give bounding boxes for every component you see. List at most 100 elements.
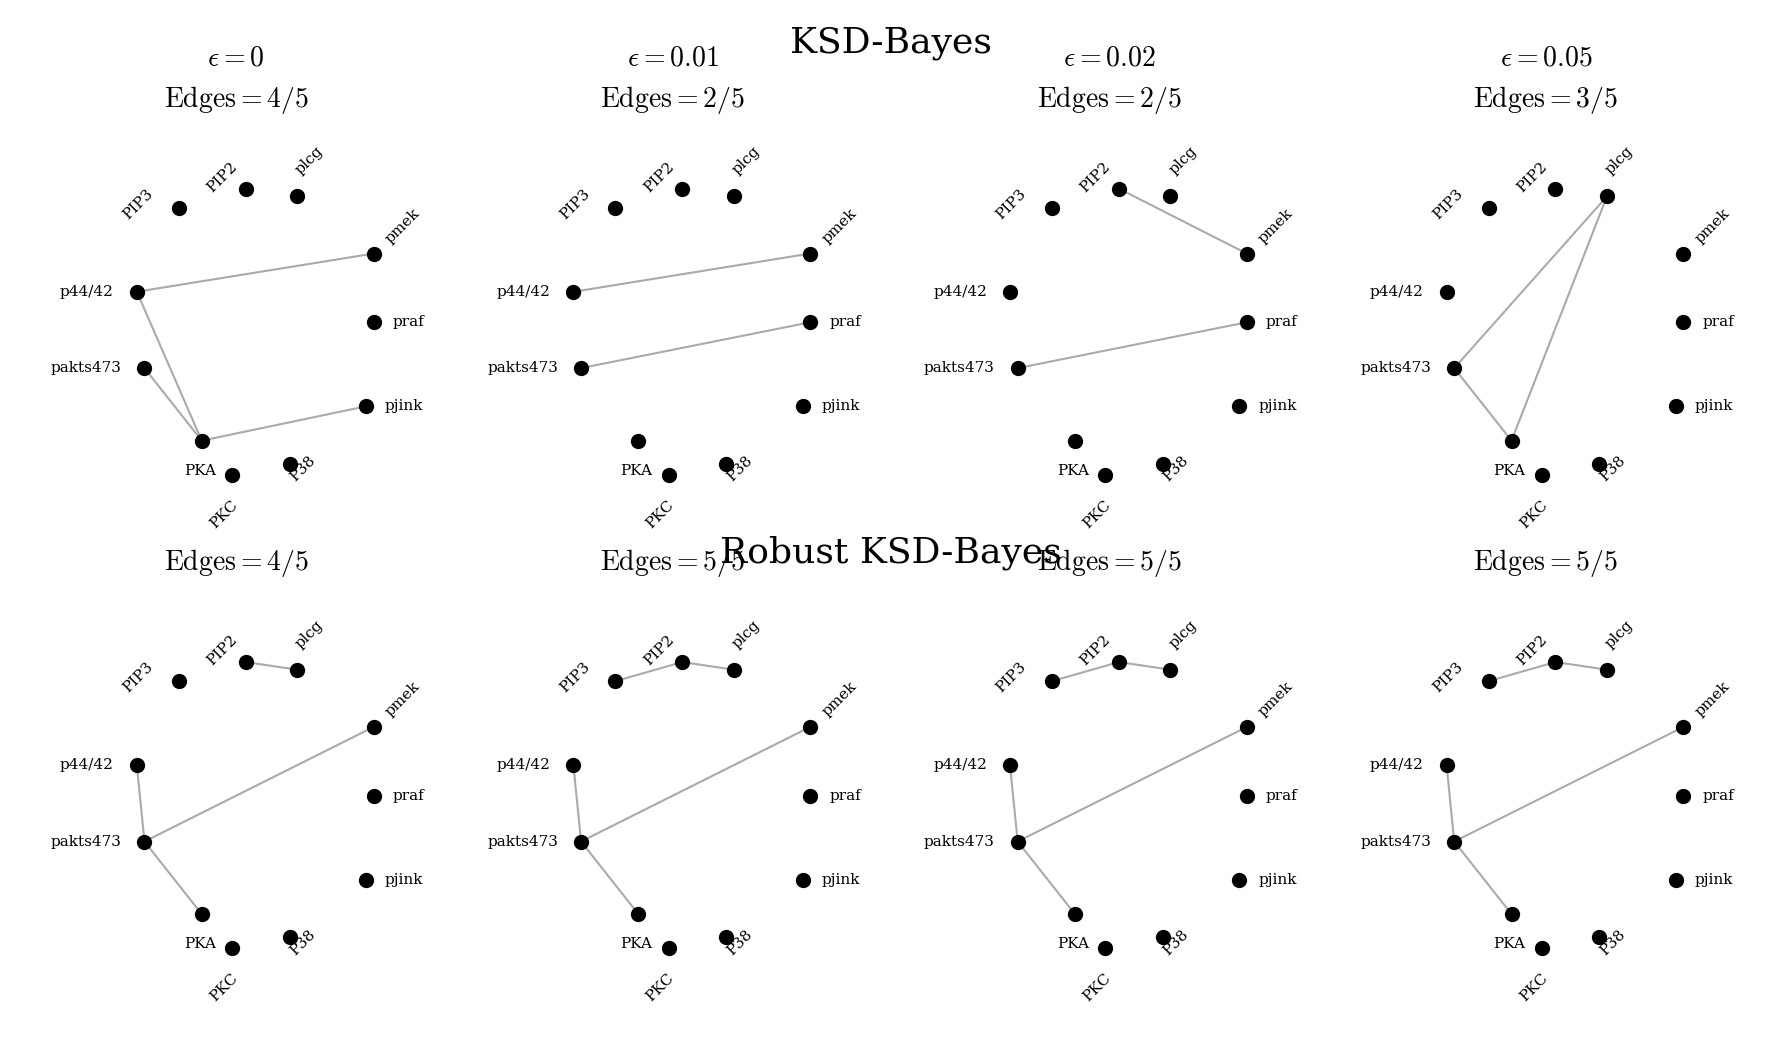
- Text: pjink: pjink: [1258, 400, 1297, 413]
- Text: $\epsilon = 0$: $\epsilon = 0$: [207, 44, 266, 72]
- Text: p44/42: p44/42: [497, 285, 551, 299]
- Text: PKA: PKA: [1057, 937, 1089, 951]
- Text: pjink: pjink: [1695, 873, 1734, 887]
- Text: praf: praf: [1265, 316, 1297, 329]
- Text: p44/42: p44/42: [934, 285, 987, 299]
- Text: pakts473: pakts473: [50, 361, 121, 376]
- Text: plcg: plcg: [1602, 618, 1636, 650]
- Text: PKC: PKC: [207, 498, 241, 531]
- Text: plcg: plcg: [729, 618, 763, 650]
- Text: pmek: pmek: [820, 206, 859, 246]
- Text: plcg: plcg: [292, 144, 326, 177]
- Text: $\mathrm{Edges} = 5/5$: $\mathrm{Edges} = 5/5$: [1037, 547, 1181, 579]
- Text: $\epsilon = 0.01$: $\epsilon = 0.01$: [627, 44, 718, 72]
- Text: PKC: PKC: [207, 971, 241, 1005]
- Text: pjink: pjink: [822, 873, 861, 887]
- Text: P38: P38: [1597, 927, 1627, 958]
- Text: $\mathrm{Edges} = 5/5$: $\mathrm{Edges} = 5/5$: [1474, 547, 1618, 579]
- Text: praf: praf: [1702, 789, 1734, 803]
- Text: $\mathrm{Edges} = 4/5$: $\mathrm{Edges} = 4/5$: [164, 547, 308, 579]
- Text: PKA: PKA: [620, 464, 652, 478]
- Text: P38: P38: [1160, 453, 1190, 485]
- Text: pmek: pmek: [1256, 206, 1296, 246]
- Text: P38: P38: [287, 453, 317, 485]
- Text: pjink: pjink: [385, 400, 424, 413]
- Text: p44/42: p44/42: [61, 758, 114, 772]
- Text: PIP2: PIP2: [205, 633, 241, 669]
- Text: $\epsilon = 0.05$: $\epsilon = 0.05$: [1500, 44, 1591, 72]
- Text: p44/42: p44/42: [1370, 758, 1424, 772]
- Text: P38: P38: [723, 927, 754, 958]
- Text: PIP3: PIP3: [1431, 660, 1465, 695]
- Text: pmek: pmek: [383, 680, 422, 720]
- Text: pjink: pjink: [822, 400, 861, 413]
- Text: PKC: PKC: [1080, 498, 1114, 531]
- Text: plcg: plcg: [729, 144, 763, 177]
- Text: PKA: PKA: [620, 937, 652, 951]
- Text: P38: P38: [1597, 453, 1627, 485]
- Text: P38: P38: [1160, 927, 1190, 958]
- Text: pakts473: pakts473: [1360, 834, 1431, 849]
- Text: pjink: pjink: [1258, 873, 1297, 887]
- Text: PKA: PKA: [184, 464, 216, 478]
- Text: PIP2: PIP2: [205, 160, 241, 196]
- Text: PIP3: PIP3: [994, 660, 1030, 695]
- Text: PKC: PKC: [643, 971, 677, 1005]
- Text: pakts473: pakts473: [50, 834, 121, 849]
- Text: PKC: PKC: [1080, 971, 1114, 1005]
- Text: PIP2: PIP2: [642, 633, 677, 669]
- Text: KSD-Bayes: KSD-Bayes: [789, 26, 993, 60]
- Text: plcg: plcg: [1602, 144, 1636, 177]
- Text: pakts473: pakts473: [486, 361, 558, 376]
- Text: Robust KSD-Bayes: Robust KSD-Bayes: [720, 535, 1062, 569]
- Text: plcg: plcg: [1165, 618, 1199, 650]
- Text: praf: praf: [829, 789, 861, 803]
- Text: PIP3: PIP3: [121, 660, 157, 695]
- Text: p44/42: p44/42: [934, 758, 987, 772]
- Text: PKA: PKA: [1493, 937, 1525, 951]
- Text: p44/42: p44/42: [497, 758, 551, 772]
- Text: pmek: pmek: [1256, 680, 1296, 720]
- Text: pakts473: pakts473: [923, 834, 994, 849]
- Text: P38: P38: [723, 453, 754, 485]
- Text: PKC: PKC: [1516, 498, 1550, 531]
- Text: praf: praf: [392, 316, 424, 329]
- Text: praf: praf: [392, 789, 424, 803]
- Text: PIP2: PIP2: [1078, 633, 1114, 669]
- Text: PIP3: PIP3: [1431, 186, 1465, 222]
- Text: PKC: PKC: [1516, 971, 1550, 1005]
- Text: PKC: PKC: [643, 498, 677, 531]
- Text: PIP3: PIP3: [994, 186, 1030, 222]
- Text: pakts473: pakts473: [1360, 361, 1431, 376]
- Text: PIP3: PIP3: [558, 660, 592, 695]
- Text: PKA: PKA: [1057, 464, 1089, 478]
- Text: P38: P38: [287, 927, 317, 958]
- Text: $\mathrm{Edges} = 2/5$: $\mathrm{Edges} = 2/5$: [601, 84, 745, 116]
- Text: pakts473: pakts473: [923, 361, 994, 376]
- Text: PIP2: PIP2: [642, 160, 677, 196]
- Text: pjink: pjink: [385, 873, 424, 887]
- Text: pmek: pmek: [1693, 680, 1732, 720]
- Text: pmek: pmek: [383, 206, 422, 246]
- Text: pmek: pmek: [1693, 206, 1732, 246]
- Text: PIP3: PIP3: [121, 186, 157, 222]
- Text: praf: praf: [829, 316, 861, 329]
- Text: pjink: pjink: [1695, 400, 1734, 413]
- Text: PIP3: PIP3: [558, 186, 592, 222]
- Text: PIP2: PIP2: [1515, 633, 1550, 669]
- Text: plcg: plcg: [292, 618, 326, 650]
- Text: pakts473: pakts473: [486, 834, 558, 849]
- Text: $\epsilon = 0.02$: $\epsilon = 0.02$: [1064, 44, 1155, 72]
- Text: praf: praf: [1702, 316, 1734, 329]
- Text: $\mathrm{Edges} = 5/5$: $\mathrm{Edges} = 5/5$: [601, 547, 745, 579]
- Text: p44/42: p44/42: [61, 285, 114, 299]
- Text: PKA: PKA: [1493, 464, 1525, 478]
- Text: pmek: pmek: [820, 680, 859, 720]
- Text: PIP2: PIP2: [1515, 160, 1550, 196]
- Text: $\mathrm{Edges} = 3/5$: $\mathrm{Edges} = 3/5$: [1474, 84, 1618, 116]
- Text: $\mathrm{Edges} = 2/5$: $\mathrm{Edges} = 2/5$: [1037, 84, 1181, 116]
- Text: plcg: plcg: [1165, 144, 1199, 177]
- Text: PKA: PKA: [184, 937, 216, 951]
- Text: PIP2: PIP2: [1078, 160, 1114, 196]
- Text: p44/42: p44/42: [1370, 285, 1424, 299]
